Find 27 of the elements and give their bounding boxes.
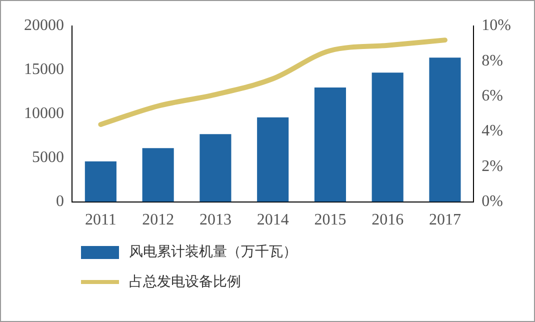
bar <box>314 88 346 202</box>
y2-tick-label: 2% <box>482 158 503 175</box>
x-tick-label: 2016 <box>372 212 404 229</box>
x-tick-label: 2015 <box>314 212 346 229</box>
y2-tick-label: 10% <box>482 17 511 34</box>
legend-label: 风电累计装机量（万千瓦） <box>129 244 297 261</box>
y-tick-label: 5000 <box>32 149 64 166</box>
y2-tick-label: 4% <box>482 122 503 140</box>
bar <box>429 58 461 202</box>
legend-label: 占总发电设备比例 <box>129 274 241 291</box>
x-tick-label: 2014 <box>256 212 289 229</box>
bar <box>84 161 116 202</box>
x-tick-label: 2017 <box>428 212 461 229</box>
y2-tick-label: 6% <box>482 88 503 105</box>
bar <box>372 72 404 202</box>
bar <box>257 117 289 202</box>
bar <box>200 134 232 202</box>
y2-tick-label: 8% <box>482 52 503 70</box>
x-tick-label: 2011 <box>84 212 116 229</box>
y-tick-label: 15000 <box>24 61 64 78</box>
x-tick-label: 2012 <box>142 212 174 229</box>
x-tick-label: 2013 <box>199 212 232 229</box>
y2-tick-label: 0% <box>482 193 503 210</box>
y-tick-label: 10000 <box>24 105 64 122</box>
bar <box>142 148 174 202</box>
y-tick-label: 20000 <box>24 17 64 34</box>
y-tick-label: 0 <box>56 193 64 210</box>
